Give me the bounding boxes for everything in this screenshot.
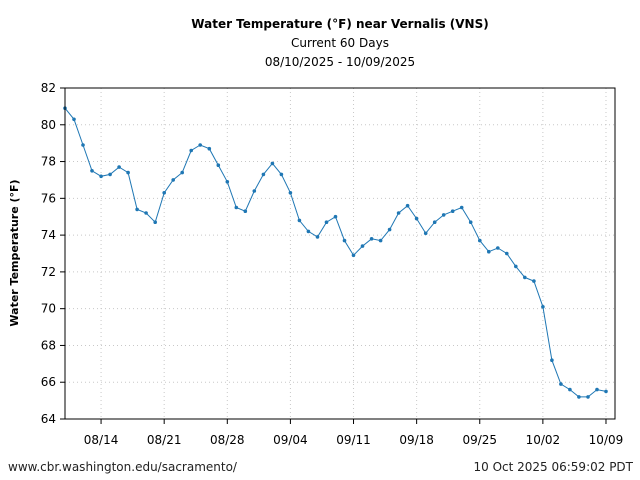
- x-tick-label: 09/04: [273, 433, 308, 447]
- data-point: [378, 238, 383, 243]
- data-point: [270, 161, 275, 166]
- data-point: [198, 143, 202, 147]
- data-point: [586, 395, 590, 399]
- data-point: [523, 275, 527, 280]
- x-tick-label: 09/25: [462, 433, 497, 447]
- data-point: [225, 180, 230, 184]
- data-point: [324, 220, 329, 224]
- data-point: [351, 253, 356, 258]
- data-point: [369, 237, 374, 241]
- data-point: [568, 387, 572, 392]
- data-point: [450, 209, 455, 213]
- data-point: [108, 172, 112, 177]
- y-axis-label: Water Temperature (°F): [8, 179, 21, 326]
- x-axis-ticks: 08/14 08/21 08/28 09/04 09/11 09/18 09/25 10/02…: [84, 419, 624, 447]
- data-point: [432, 220, 437, 224]
- data-point: [207, 146, 212, 151]
- data-point: [468, 220, 473, 224]
- x-tick-label: 09/18: [399, 433, 434, 447]
- data-point: [550, 358, 554, 363]
- y-tick-label: 82: [41, 81, 56, 95]
- data-point: [396, 211, 401, 215]
- grid-lines: [65, 87, 615, 420]
- data-point: [441, 213, 446, 217]
- data-point: [162, 191, 166, 195]
- y-tick-label: 78: [41, 155, 56, 169]
- data-point: [297, 218, 302, 223]
- x-tick-label: 08/28: [210, 433, 245, 447]
- data-point: [234, 205, 239, 210]
- data-point: [487, 249, 491, 254]
- data-point: [595, 387, 599, 392]
- data-point: [405, 203, 410, 208]
- data-point: [505, 251, 509, 256]
- data-point: [288, 191, 293, 195]
- data-point: [315, 235, 320, 239]
- x-tick-label: 10/09: [589, 433, 624, 447]
- data-point: [180, 170, 184, 175]
- plot-frame: [64, 87, 616, 420]
- data-point: [279, 172, 284, 177]
- data-series: [63, 106, 608, 399]
- data-point: [604, 389, 608, 394]
- data-point: [261, 172, 266, 177]
- data-point: [541, 305, 545, 309]
- data-point: [459, 205, 464, 210]
- data-point: [496, 246, 500, 250]
- data-point: [478, 238, 482, 243]
- series-line: [64, 107, 607, 398]
- data-point: [99, 174, 103, 179]
- data-point: [577, 395, 581, 399]
- data-point: [252, 189, 257, 193]
- data-point: [72, 117, 76, 122]
- generated-timestamp: 10 Oct 2025 06:59:02 PDT: [473, 460, 633, 474]
- x-tick-label: 10/02: [526, 433, 561, 447]
- x-tick-label: 08/14: [84, 433, 119, 447]
- chart-date-range: 08/10/2025 - 10/09/2025: [265, 55, 415, 69]
- data-point: [306, 229, 311, 234]
- data-point: [216, 163, 221, 167]
- y-tick-label: 76: [41, 191, 56, 205]
- y-tick-label: 64: [41, 412, 56, 426]
- data-point: [126, 170, 130, 175]
- y-tick-label: 68: [41, 338, 56, 352]
- data-point: [342, 238, 347, 243]
- data-point: [423, 231, 428, 236]
- data-point: [171, 178, 175, 182]
- data-point: [414, 216, 419, 221]
- data-point: [559, 382, 563, 386]
- data-point: [532, 279, 536, 283]
- data-point: [514, 264, 518, 269]
- y-tick-label: 72: [41, 265, 56, 279]
- data-point: [90, 169, 94, 173]
- chart-title: Water Temperature (°F) near Vernalis (VN…: [191, 17, 488, 31]
- y-axis-ticks: 64 66 68 70 72 74 76 78 80 82: [41, 81, 65, 426]
- x-tick-label: 09/11: [336, 433, 371, 447]
- data-point: [81, 143, 85, 147]
- data-point: [144, 211, 148, 215]
- data-point: [189, 148, 193, 153]
- data-point: [333, 214, 338, 219]
- data-point: [153, 220, 157, 224]
- data-point: [360, 244, 365, 248]
- y-tick-label: 66: [41, 375, 56, 389]
- data-point: [135, 207, 139, 212]
- x-tick-label: 08/21: [147, 433, 182, 447]
- y-tick-label: 70: [41, 302, 56, 316]
- data-point: [117, 165, 121, 169]
- source-link[interactable]: www.cbr.washington.edu/sacramento/: [8, 460, 237, 474]
- y-tick-label: 80: [41, 118, 56, 132]
- data-point: [387, 227, 392, 232]
- chart-subtitle: Current 60 Days: [291, 36, 389, 50]
- y-tick-label: 74: [41, 228, 56, 242]
- data-point: [243, 209, 248, 213]
